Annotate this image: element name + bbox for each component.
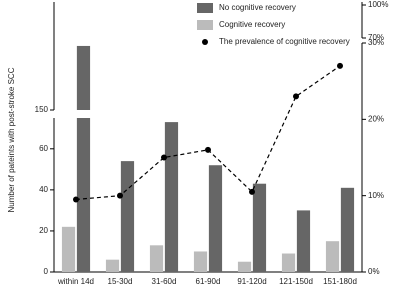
x-tick-label: 121-150d <box>279 277 313 286</box>
legend-label: No cognitive recovery <box>219 3 296 12</box>
point <box>117 192 123 199</box>
x-tick-label: 61-90d <box>196 277 221 286</box>
x-tick-label: 31-60d <box>152 277 177 286</box>
y-tick-label: 40 <box>39 185 48 194</box>
legend-label: The prevalence of cognitive recovery <box>219 37 350 46</box>
bar <box>252 183 267 272</box>
legend-marker <box>202 39 208 45</box>
bar <box>164 122 179 273</box>
bar <box>296 210 311 272</box>
bar <box>325 241 340 272</box>
bar <box>281 253 296 272</box>
point <box>73 196 79 203</box>
legend-marker <box>197 20 213 30</box>
x-tick-label: within 14d <box>57 277 94 286</box>
legend-marker <box>197 3 213 13</box>
point <box>293 93 299 100</box>
y-axis-label: Number of pateints with post-stroke SCC <box>7 67 16 212</box>
bar <box>61 226 76 272</box>
y-tick-label: 0 <box>44 267 49 276</box>
y2-tick-label: 20% <box>368 114 384 123</box>
bar <box>105 259 120 272</box>
point <box>249 188 255 195</box>
point <box>161 154 167 161</box>
bar <box>237 261 252 272</box>
x-tick-label: 15-30d <box>108 277 133 286</box>
x-tick-label: 91-120d <box>237 277 266 286</box>
legend-label: Cognitive recovery <box>219 20 285 29</box>
x-tick-label: 151-180d <box>323 277 357 286</box>
bar <box>120 161 135 272</box>
bar <box>340 187 355 272</box>
bar <box>76 118 91 272</box>
y-tick-label: 60 <box>39 144 48 153</box>
bar <box>149 245 164 272</box>
y2-tick-label: 0% <box>368 267 380 276</box>
bar <box>193 251 208 272</box>
bar <box>208 165 223 272</box>
y2-tick-label: 30% <box>368 38 384 47</box>
bar <box>76 45 91 111</box>
y-tick-label: 20 <box>39 226 48 235</box>
point <box>337 62 343 69</box>
point <box>205 146 211 153</box>
y-tick-label: 150 <box>35 105 49 114</box>
y2-tick-label: 100% <box>368 0 388 9</box>
y2-tick-label: 10% <box>368 191 384 200</box>
line <box>75 65 341 201</box>
y2-tick-label: 70% <box>368 33 384 42</box>
